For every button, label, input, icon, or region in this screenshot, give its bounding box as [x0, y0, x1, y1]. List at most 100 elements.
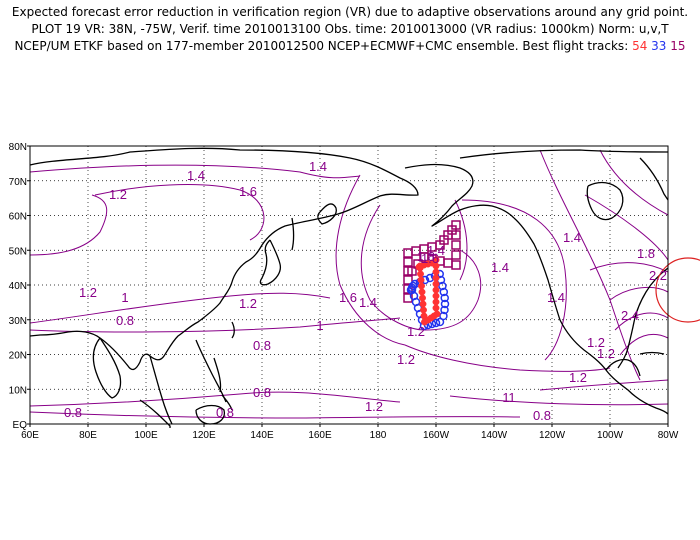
flight-track-33-marker	[440, 305, 449, 315]
contour-line	[461, 199, 567, 361]
latitude-label: 50N	[9, 246, 27, 257]
coastline-taiwan	[231, 321, 235, 339]
longitude-labels: 60E 80E 100E 120E 140E 160E 180 160W 140W 120W 100…	[21, 424, 679, 441]
coastline-hudson-bay	[586, 181, 624, 221]
contour-label: 0.8	[253, 385, 271, 400]
header-line-1: Expected forecast error reduction in ver…	[11, 5, 689, 19]
contour-label: 1.8	[417, 249, 435, 264]
contour-label: 1.4	[547, 290, 565, 305]
header-line-3: NCEP/UM ETKF based on 177-member 2010012…	[0, 38, 700, 55]
contour-line	[29, 317, 401, 333]
contour-label: 0.8	[253, 338, 271, 353]
flight-track-54-marker	[432, 292, 440, 300]
contour-label: 1.2	[79, 285, 97, 300]
contour-line	[29, 164, 361, 179]
contour-label: 0.8	[116, 313, 134, 328]
contour-label: 1.2	[397, 352, 415, 367]
flight-track-15-marker	[403, 275, 413, 285]
contour-label: 0.8	[64, 405, 82, 420]
contour-label: 1.2	[587, 335, 605, 350]
contour-label: 1.6	[339, 290, 357, 305]
contour-line	[360, 204, 426, 331]
latitude-labels: 80N 70N 60N 50N 40N 30N 20N 10N EQ	[9, 142, 30, 431]
coastline-japan	[259, 239, 282, 286]
flight-tracks	[403, 220, 461, 331]
contour-line	[29, 292, 331, 324]
contour-label: 0.8	[533, 408, 551, 423]
verification-region-circle	[655, 257, 700, 323]
coastline-southeast-asia	[149, 339, 227, 425]
contour-labels: 1.41.41.2 1.61.2 10.81.2 1.6 1.41.210.80.80.…	[64, 159, 667, 423]
longitude-label: 120W	[539, 430, 566, 441]
flight-track-15-marker	[451, 240, 461, 250]
contour-line	[619, 333, 669, 356]
contour-label: 1.4	[309, 159, 327, 174]
contour-label: 1	[316, 318, 323, 333]
contour-line	[335, 174, 406, 346]
flight-track-33-marker	[440, 299, 450, 309]
coastline-borneo	[195, 404, 226, 425]
contour-line	[609, 287, 669, 301]
flight-track-33-marker	[406, 285, 416, 295]
flight-track-15-marker	[407, 266, 417, 276]
latitude-label: 10N	[9, 385, 27, 396]
longitude-label: 80E	[79, 430, 97, 441]
flight-track-54-marker	[432, 286, 440, 294]
flight-track-54-marker	[417, 276, 425, 284]
latitude-label: 70N	[9, 177, 27, 188]
latitude-label: 60N	[9, 212, 27, 223]
longitude-label: 160W	[423, 430, 450, 441]
longitude-label: 120E	[192, 430, 216, 441]
flight-track-54-marker	[432, 280, 440, 288]
longitude-label: 100E	[134, 430, 158, 441]
latitude-label: EQ	[13, 420, 28, 431]
contour-line	[584, 194, 669, 261]
flight-track-15-label: 15	[670, 39, 686, 53]
flight-track-33-marker	[440, 293, 449, 303]
contour-line	[29, 411, 521, 419]
contour-line	[404, 344, 611, 372]
contour-line	[589, 262, 669, 273]
flight-track-54-marker	[419, 294, 426, 302]
latitude-label: 30N	[9, 316, 27, 327]
flight-track-54-marker	[432, 268, 440, 276]
contour-label: 1.2	[365, 399, 383, 414]
flight-track-54-label: 54	[632, 39, 648, 53]
coastline-north-america	[459, 149, 669, 415]
contour-label: 2.4	[621, 308, 639, 323]
coastline-gulf-of-mexico	[605, 358, 641, 377]
contour-label: 1.4	[187, 168, 205, 183]
flight-track-54-marker	[432, 274, 440, 282]
coastline-greenland-labrador	[639, 157, 669, 201]
contour-line	[424, 249, 482, 331]
flight-track-15-marker	[451, 250, 461, 260]
flight-track-54-marker	[416, 264, 424, 272]
flight-track-15-marker	[443, 258, 453, 268]
contour-label: 1.2	[569, 370, 587, 385]
contour-lines	[29, 149, 669, 419]
coastline-philippines	[213, 357, 233, 411]
flight-track-54-marker	[420, 306, 427, 314]
contour-label: 1.6	[239, 184, 257, 199]
latitude-label: 40N	[9, 281, 27, 292]
flight-track-54-marker	[418, 288, 426, 296]
flight-track-33-marker	[435, 317, 445, 327]
contour-line	[454, 199, 468, 281]
flight-track-15-marker	[451, 220, 461, 230]
longitude-label: 180	[370, 430, 387, 441]
longitude-label: 80W	[658, 430, 679, 441]
contour-line	[94, 184, 265, 241]
contour-label: 1.4	[491, 260, 509, 275]
coastline-caribbean	[639, 351, 665, 355]
contour-line	[29, 391, 401, 407]
flight-track-15-marker	[403, 257, 413, 267]
longitude-label: 140W	[481, 430, 508, 441]
contour-label: 1	[121, 290, 128, 305]
contour-label: 1.8	[637, 246, 655, 261]
contour-label: 1.4	[359, 295, 377, 310]
flight-track-54-marker	[432, 298, 440, 306]
coastlines	[29, 147, 669, 428]
contour-line	[539, 379, 669, 391]
coastline-kamchatka	[317, 203, 337, 225]
